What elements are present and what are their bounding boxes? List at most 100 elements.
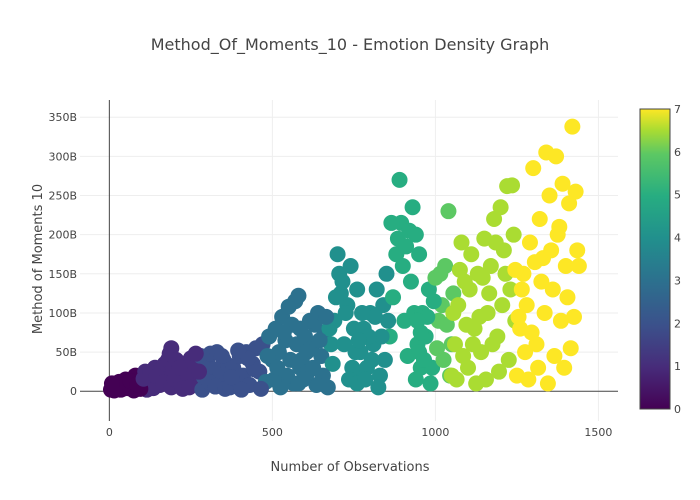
data-point[interactable]: [409, 312, 426, 329]
data-point[interactable]: [531, 211, 548, 228]
data-point[interactable]: [275, 324, 292, 341]
data-point[interactable]: [530, 359, 547, 376]
data-point[interactable]: [327, 289, 344, 306]
data-point[interactable]: [378, 265, 395, 282]
data-point[interactable]: [541, 187, 558, 204]
data-point[interactable]: [223, 369, 240, 386]
data-point[interactable]: [350, 332, 367, 349]
data-point[interactable]: [526, 254, 543, 271]
data-point[interactable]: [337, 304, 354, 321]
data-point[interactable]: [213, 348, 230, 365]
data-point[interactable]: [458, 316, 475, 333]
data-point[interactable]: [569, 242, 586, 259]
data-point[interactable]: [463, 246, 480, 263]
data-point[interactable]: [252, 380, 269, 397]
data-point[interactable]: [520, 371, 537, 388]
data-point[interactable]: [556, 359, 573, 376]
data-point[interactable]: [432, 265, 449, 282]
data-point[interactable]: [464, 336, 481, 353]
data-point[interactable]: [191, 363, 208, 380]
data-point[interactable]: [559, 289, 576, 306]
data-point[interactable]: [398, 238, 415, 255]
data-point[interactable]: [487, 234, 504, 251]
data-point[interactable]: [187, 345, 204, 362]
data-point[interactable]: [402, 273, 419, 290]
data-point[interactable]: [557, 257, 574, 274]
data-point[interactable]: [549, 226, 566, 243]
data-point[interactable]: [407, 226, 424, 243]
data-point[interactable]: [440, 203, 457, 220]
data-point[interactable]: [324, 355, 341, 372]
data-point[interactable]: [425, 293, 442, 310]
data-point[interactable]: [565, 308, 582, 325]
data-point[interactable]: [561, 195, 578, 212]
data-point[interactable]: [380, 312, 397, 329]
data-point[interactable]: [394, 257, 411, 274]
data-point[interactable]: [567, 183, 584, 200]
data-point[interactable]: [546, 348, 563, 365]
data-point[interactable]: [451, 261, 468, 278]
data-point[interactable]: [290, 287, 307, 304]
data-point[interactable]: [318, 308, 335, 325]
data-point[interactable]: [513, 281, 530, 298]
data-point[interactable]: [471, 308, 488, 325]
data-point[interactable]: [269, 359, 286, 376]
data-point[interactable]: [336, 336, 353, 353]
data-point[interactable]: [103, 375, 120, 392]
data-point[interactable]: [363, 351, 380, 368]
data-point[interactable]: [429, 340, 446, 357]
data-point[interactable]: [539, 375, 556, 392]
data-point[interactable]: [445, 304, 462, 321]
data-point[interactable]: [492, 199, 509, 216]
data-point[interactable]: [411, 246, 428, 263]
data-point[interactable]: [171, 359, 188, 376]
data-point[interactable]: [533, 273, 550, 290]
data-point[interactable]: [536, 304, 553, 321]
data-point[interactable]: [490, 363, 507, 380]
data-point[interactable]: [357, 371, 374, 388]
data-point[interactable]: [282, 351, 299, 368]
data-point[interactable]: [367, 308, 384, 325]
data-point[interactable]: [404, 199, 421, 216]
data-point[interactable]: [422, 375, 439, 392]
data-point[interactable]: [482, 257, 499, 274]
data-point[interactable]: [544, 281, 561, 298]
data-point[interactable]: [376, 351, 393, 368]
data-point[interactable]: [494, 297, 511, 314]
scatter-points[interactable]: [102, 118, 587, 399]
data-point[interactable]: [543, 242, 560, 259]
data-point[interactable]: [230, 342, 247, 359]
data-point[interactable]: [505, 226, 522, 243]
data-point[interactable]: [548, 148, 565, 165]
data-point[interactable]: [233, 381, 250, 398]
data-point[interactable]: [415, 351, 432, 368]
data-point[interactable]: [407, 371, 424, 388]
data-point[interactable]: [391, 171, 408, 188]
data-point[interactable]: [298, 344, 315, 361]
data-point[interactable]: [342, 257, 359, 274]
data-point[interactable]: [504, 177, 521, 194]
data-point[interactable]: [373, 328, 390, 345]
data-point[interactable]: [305, 359, 322, 376]
data-point[interactable]: [564, 118, 581, 135]
data-point[interactable]: [455, 348, 472, 365]
data-point[interactable]: [523, 324, 540, 341]
data-point[interactable]: [311, 332, 328, 349]
data-point[interactable]: [354, 304, 371, 321]
data-point[interactable]: [453, 234, 470, 251]
data-point[interactable]: [521, 234, 538, 251]
data-point[interactable]: [181, 379, 198, 396]
data-point[interactable]: [448, 371, 465, 388]
data-point[interactable]: [552, 312, 569, 329]
data-point[interactable]: [383, 214, 400, 231]
data-point[interactable]: [446, 336, 463, 353]
data-point[interactable]: [474, 269, 491, 286]
data-point[interactable]: [510, 308, 527, 325]
data-point[interactable]: [438, 316, 455, 333]
data-point[interactable]: [500, 351, 517, 368]
data-point[interactable]: [308, 376, 325, 393]
data-point[interactable]: [370, 379, 387, 396]
data-point[interactable]: [562, 340, 579, 357]
data-point[interactable]: [502, 281, 519, 298]
data-point[interactable]: [507, 261, 524, 278]
